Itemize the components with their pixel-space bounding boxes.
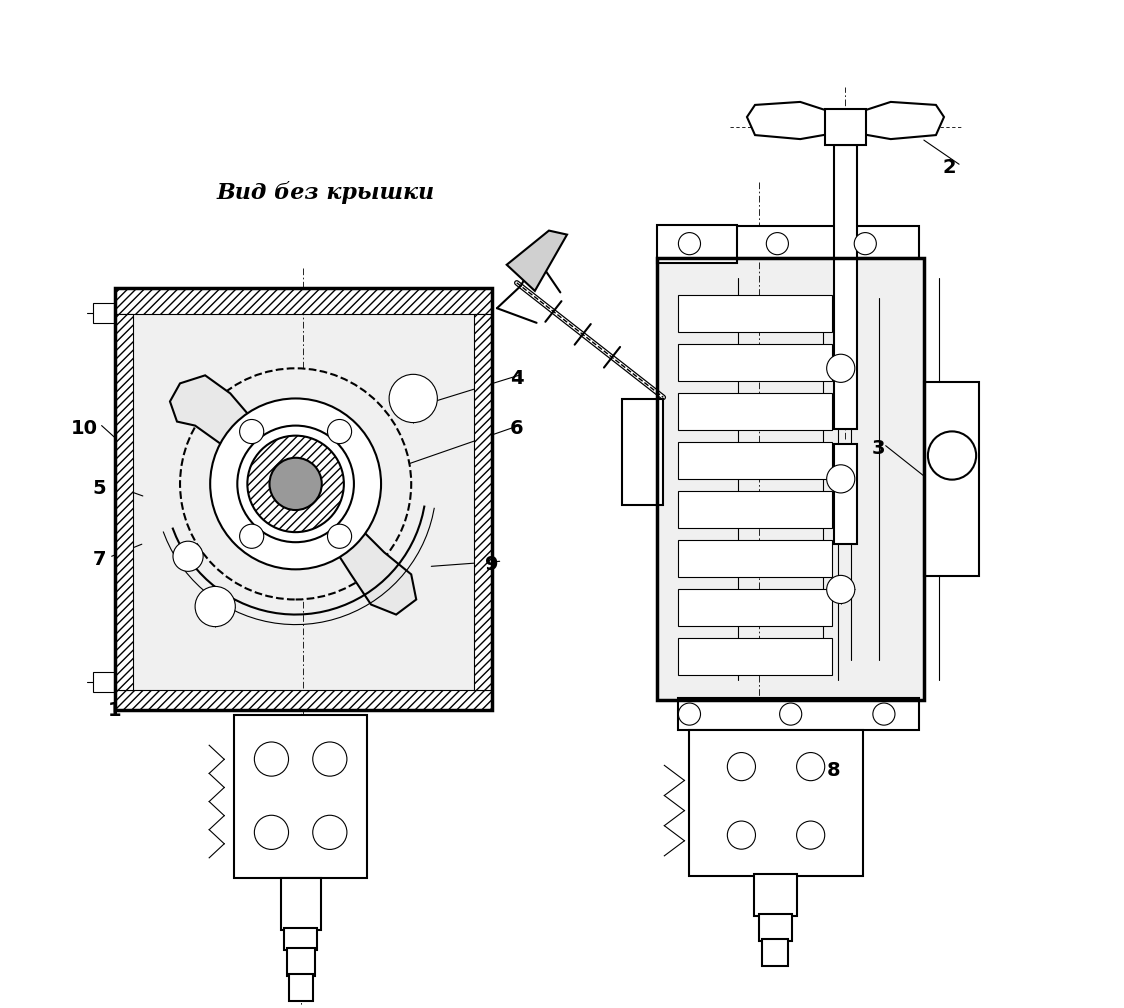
Bar: [678, 295, 832, 332]
Text: 5: 5: [93, 480, 107, 498]
Polygon shape: [324, 522, 416, 615]
Circle shape: [826, 465, 855, 493]
Circle shape: [826, 354, 855, 382]
Bar: [678, 698, 918, 730]
Bar: [759, 914, 791, 941]
Polygon shape: [851, 102, 944, 139]
Circle shape: [196, 587, 235, 627]
Bar: [115, 288, 491, 710]
Bar: [924, 382, 979, 577]
Bar: [678, 344, 832, 381]
Text: 2: 2: [942, 157, 955, 176]
Circle shape: [239, 419, 264, 444]
Circle shape: [254, 742, 289, 776]
Circle shape: [797, 822, 825, 849]
Circle shape: [854, 233, 877, 255]
Circle shape: [270, 458, 321, 510]
Bar: [289, 975, 312, 1001]
Text: 1: 1: [108, 701, 121, 720]
Bar: [834, 444, 856, 544]
Bar: [678, 638, 832, 675]
Circle shape: [173, 541, 203, 572]
Circle shape: [780, 703, 801, 725]
Text: 8: 8: [826, 761, 841, 780]
Bar: [281, 878, 320, 930]
Circle shape: [327, 419, 352, 444]
Text: 3: 3: [872, 439, 886, 459]
Text: 4: 4: [510, 369, 524, 388]
Bar: [92, 672, 115, 691]
Circle shape: [210, 398, 381, 570]
Polygon shape: [170, 375, 261, 456]
Bar: [825, 109, 865, 145]
Circle shape: [312, 815, 347, 850]
Bar: [473, 314, 491, 689]
Bar: [623, 399, 662, 505]
Bar: [834, 145, 856, 428]
Bar: [678, 540, 832, 577]
Text: 7: 7: [93, 549, 107, 569]
Bar: [678, 443, 832, 479]
Bar: [115, 314, 133, 689]
Bar: [658, 258, 924, 700]
Circle shape: [239, 524, 264, 548]
Circle shape: [797, 753, 825, 780]
Circle shape: [727, 753, 755, 780]
Circle shape: [254, 815, 289, 850]
Polygon shape: [507, 231, 566, 291]
Bar: [753, 874, 797, 916]
Circle shape: [327, 524, 352, 548]
Circle shape: [679, 233, 700, 255]
Circle shape: [873, 703, 895, 725]
Text: 9: 9: [484, 554, 498, 574]
Circle shape: [679, 703, 700, 725]
Polygon shape: [747, 102, 841, 139]
Circle shape: [826, 576, 855, 604]
Bar: [287, 949, 315, 977]
Bar: [678, 491, 832, 528]
Bar: [92, 303, 115, 323]
Bar: [284, 928, 317, 951]
Circle shape: [727, 822, 755, 849]
Bar: [115, 689, 491, 710]
Circle shape: [389, 374, 437, 422]
Bar: [234, 715, 368, 878]
Bar: [115, 288, 491, 314]
Bar: [762, 939, 788, 967]
Bar: [678, 589, 832, 626]
Circle shape: [312, 742, 347, 776]
Bar: [658, 225, 737, 263]
Text: 10: 10: [71, 419, 98, 438]
Bar: [678, 393, 832, 429]
Circle shape: [928, 431, 976, 480]
Bar: [658, 258, 924, 700]
Circle shape: [237, 425, 354, 542]
Bar: [115, 288, 491, 710]
Circle shape: [180, 368, 411, 600]
Text: Вид без крышки: Вид без крышки: [217, 180, 435, 204]
Text: 6: 6: [510, 419, 524, 438]
Circle shape: [767, 233, 788, 255]
Bar: [682, 226, 918, 258]
Circle shape: [247, 435, 344, 532]
Bar: [689, 730, 862, 876]
